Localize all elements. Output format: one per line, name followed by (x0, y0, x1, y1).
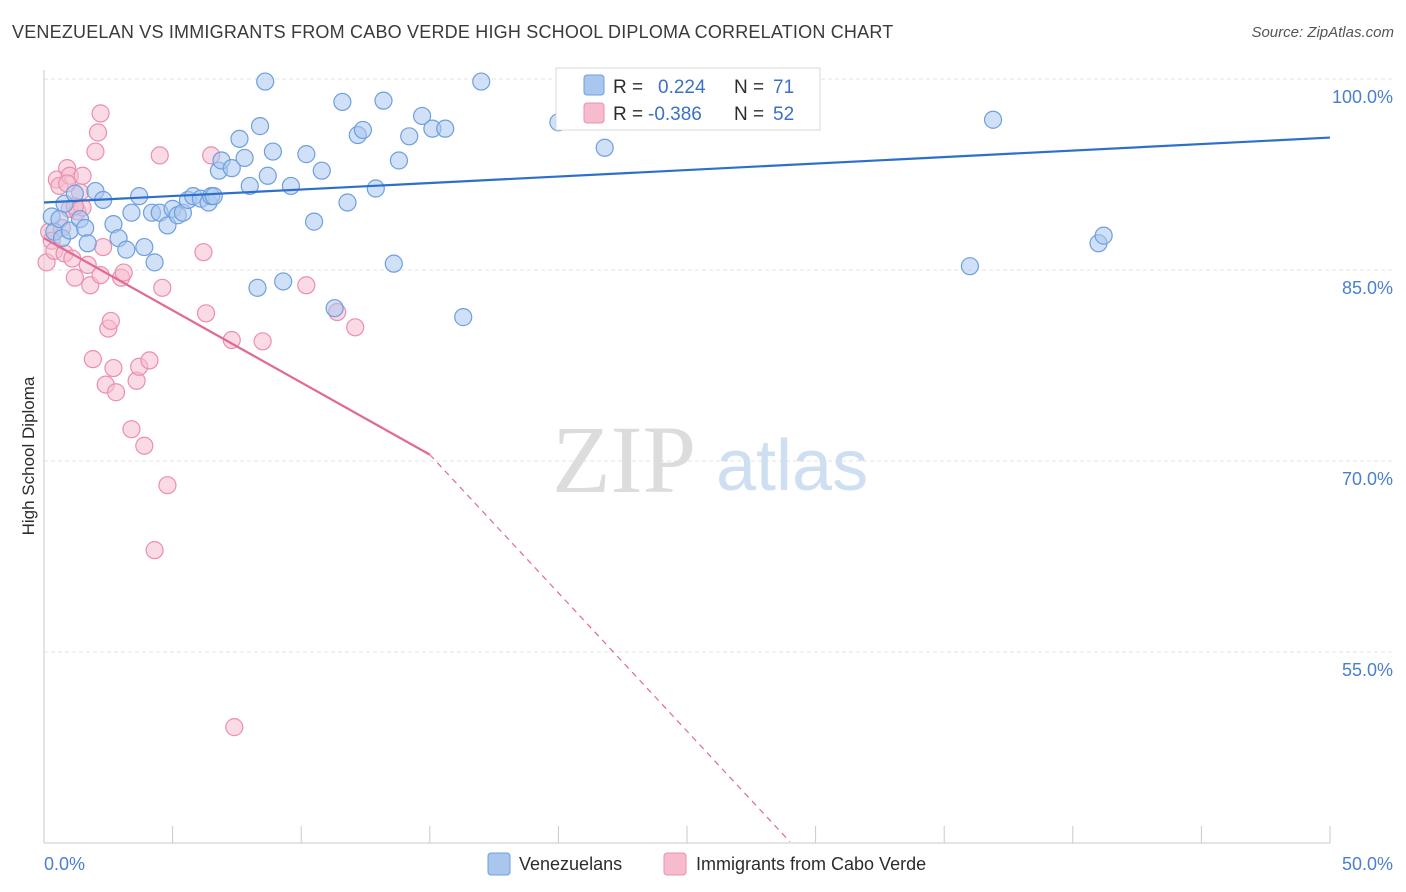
data-point-venezuelans (135, 237, 154, 257)
data-point-cabo-verde (91, 104, 110, 123)
trend-line-cabo-verde-extension (429, 454, 791, 843)
data-point-cabo-verde (94, 237, 113, 257)
legend-r-label-1: R = (613, 77, 643, 98)
data-point-venezuelans (76, 218, 95, 238)
data-point-cabo-verde (106, 383, 126, 402)
data-point-venezuelans (130, 187, 149, 206)
data-point-cabo-verde (140, 351, 159, 370)
legend-swatch-cabo-verde (583, 102, 605, 124)
bottom-legend-label-venezuelans: Venezuelans (519, 854, 622, 874)
legend-r-value-2: -0.386 (648, 104, 702, 125)
trend-line-cabo-verde (43, 237, 431, 456)
data-point-venezuelans (274, 272, 293, 291)
bottom-legend-swatch-cabo-verde (663, 852, 687, 876)
legend-n-value-1: 71 (773, 77, 794, 98)
data-point-cabo-verde (114, 263, 133, 282)
watermark-atlas: atlas (716, 426, 868, 506)
data-point-venezuelans (325, 299, 344, 318)
data-point-cabo-verde (150, 146, 169, 165)
legend-n-label-2: N = (734, 104, 764, 125)
data-point-venezuelans (145, 253, 164, 272)
data-point-venezuelans (1094, 226, 1113, 245)
data-point-cabo-verde (122, 420, 141, 439)
data-point-cabo-verde (88, 123, 108, 142)
data-point-venezuelans (338, 193, 357, 212)
data-point-venezuelans (65, 184, 84, 203)
series-legend: Venezuelans Immigrants from Cabo Verde (487, 852, 926, 876)
data-point-cabo-verde (86, 142, 105, 161)
data-point-venezuelans (78, 234, 97, 253)
x-tick-marks (43, 826, 1331, 843)
chart-title: VENEZUELAN VS IMMIGRANTS FROM CABO VERDE… (12, 22, 894, 42)
data-point-venezuelans (366, 179, 385, 198)
data-point-venezuelans (304, 212, 324, 231)
y-tick-label: 70.0% (1342, 469, 1393, 489)
data-point-venezuelans (333, 92, 352, 112)
y-tick-labels: 55.0% 70.0% 85.0% 100.0% (1332, 87, 1393, 680)
data-point-venezuelans (384, 254, 403, 273)
data-point-venezuelans (436, 119, 455, 138)
data-point-venezuelans (595, 138, 614, 157)
y-tick-label: 100.0% (1332, 87, 1393, 107)
x-tick-label-min: 0.0% (44, 854, 85, 874)
data-point-venezuelans (400, 127, 419, 146)
data-point-cabo-verde (145, 541, 164, 560)
y-tick-label: 85.0% (1342, 278, 1393, 298)
data-point-cabo-verde (253, 332, 272, 351)
legend-r-value-1: 0.224 (658, 77, 706, 98)
data-point-venezuelans (250, 117, 270, 136)
data-point-venezuelans (240, 176, 259, 196)
data-point-venezuelans (312, 161, 331, 180)
data-point-cabo-verde (346, 318, 365, 337)
data-point-cabo-verde (225, 718, 244, 737)
data-point-venezuelans (222, 159, 241, 178)
y-axis-title: High School Diploma (19, 376, 38, 535)
data-point-venezuelans (412, 106, 432, 126)
x-tick-label-max: 50.0% (1342, 854, 1393, 874)
data-point-venezuelans (204, 187, 223, 206)
legend-swatch-venezuelans (583, 74, 605, 96)
data-point-cabo-verde (83, 350, 102, 369)
data-point-venezuelans (472, 72, 491, 91)
data-point-cabo-verde (153, 278, 172, 297)
data-point-cabo-verde (194, 243, 213, 262)
data-point-venezuelans (983, 110, 1003, 129)
data-point-cabo-verde (65, 268, 84, 287)
trend-lines (43, 136, 1331, 843)
trend-line-venezuelans (43, 136, 1331, 204)
data-point-cabo-verde (104, 358, 123, 378)
bottom-legend-swatch-venezuelans (487, 852, 511, 876)
data-point-venezuelans (230, 129, 249, 148)
data-point-cabo-verde (73, 166, 92, 185)
data-point-cabo-verde (158, 476, 177, 495)
data-point-venezuelans (353, 120, 373, 140)
y-tick-label: 55.0% (1342, 660, 1393, 680)
data-point-venezuelans (263, 142, 283, 161)
data-point-venezuelans (122, 203, 141, 222)
data-point-venezuelans (256, 72, 275, 91)
stats-legend: R = 0.224 N = 71 R = -0.386 N = 52 (555, 67, 821, 131)
data-point-venezuelans (374, 91, 393, 110)
data-point-cabo-verde (101, 311, 120, 331)
data-point-cabo-verde (222, 330, 241, 350)
source-credit: Source: ZipAtlas.com (1251, 24, 1394, 41)
data-point-venezuelans (235, 148, 254, 168)
data-point-venezuelans (117, 240, 136, 259)
data-point-venezuelans (960, 257, 980, 276)
data-point-venezuelans (258, 166, 277, 185)
data-point-cabo-verde (196, 304, 216, 323)
data-point-venezuelans (454, 308, 473, 327)
data-point-cabo-verde (135, 436, 154, 455)
watermark-zip: ZIP (552, 406, 696, 513)
legend-n-label-1: N = (734, 77, 764, 98)
legend-n-value-2: 52 (773, 104, 794, 125)
data-point-venezuelans (281, 176, 301, 196)
data-point-cabo-verde (297, 276, 316, 295)
bottom-legend-label-cabo-verde: Immigrants from Cabo Verde (696, 854, 926, 874)
legend-r-label-2: R = (613, 104, 643, 125)
data-point-venezuelans (297, 145, 316, 164)
data-point-venezuelans (248, 278, 267, 297)
data-point-venezuelans (389, 151, 409, 170)
